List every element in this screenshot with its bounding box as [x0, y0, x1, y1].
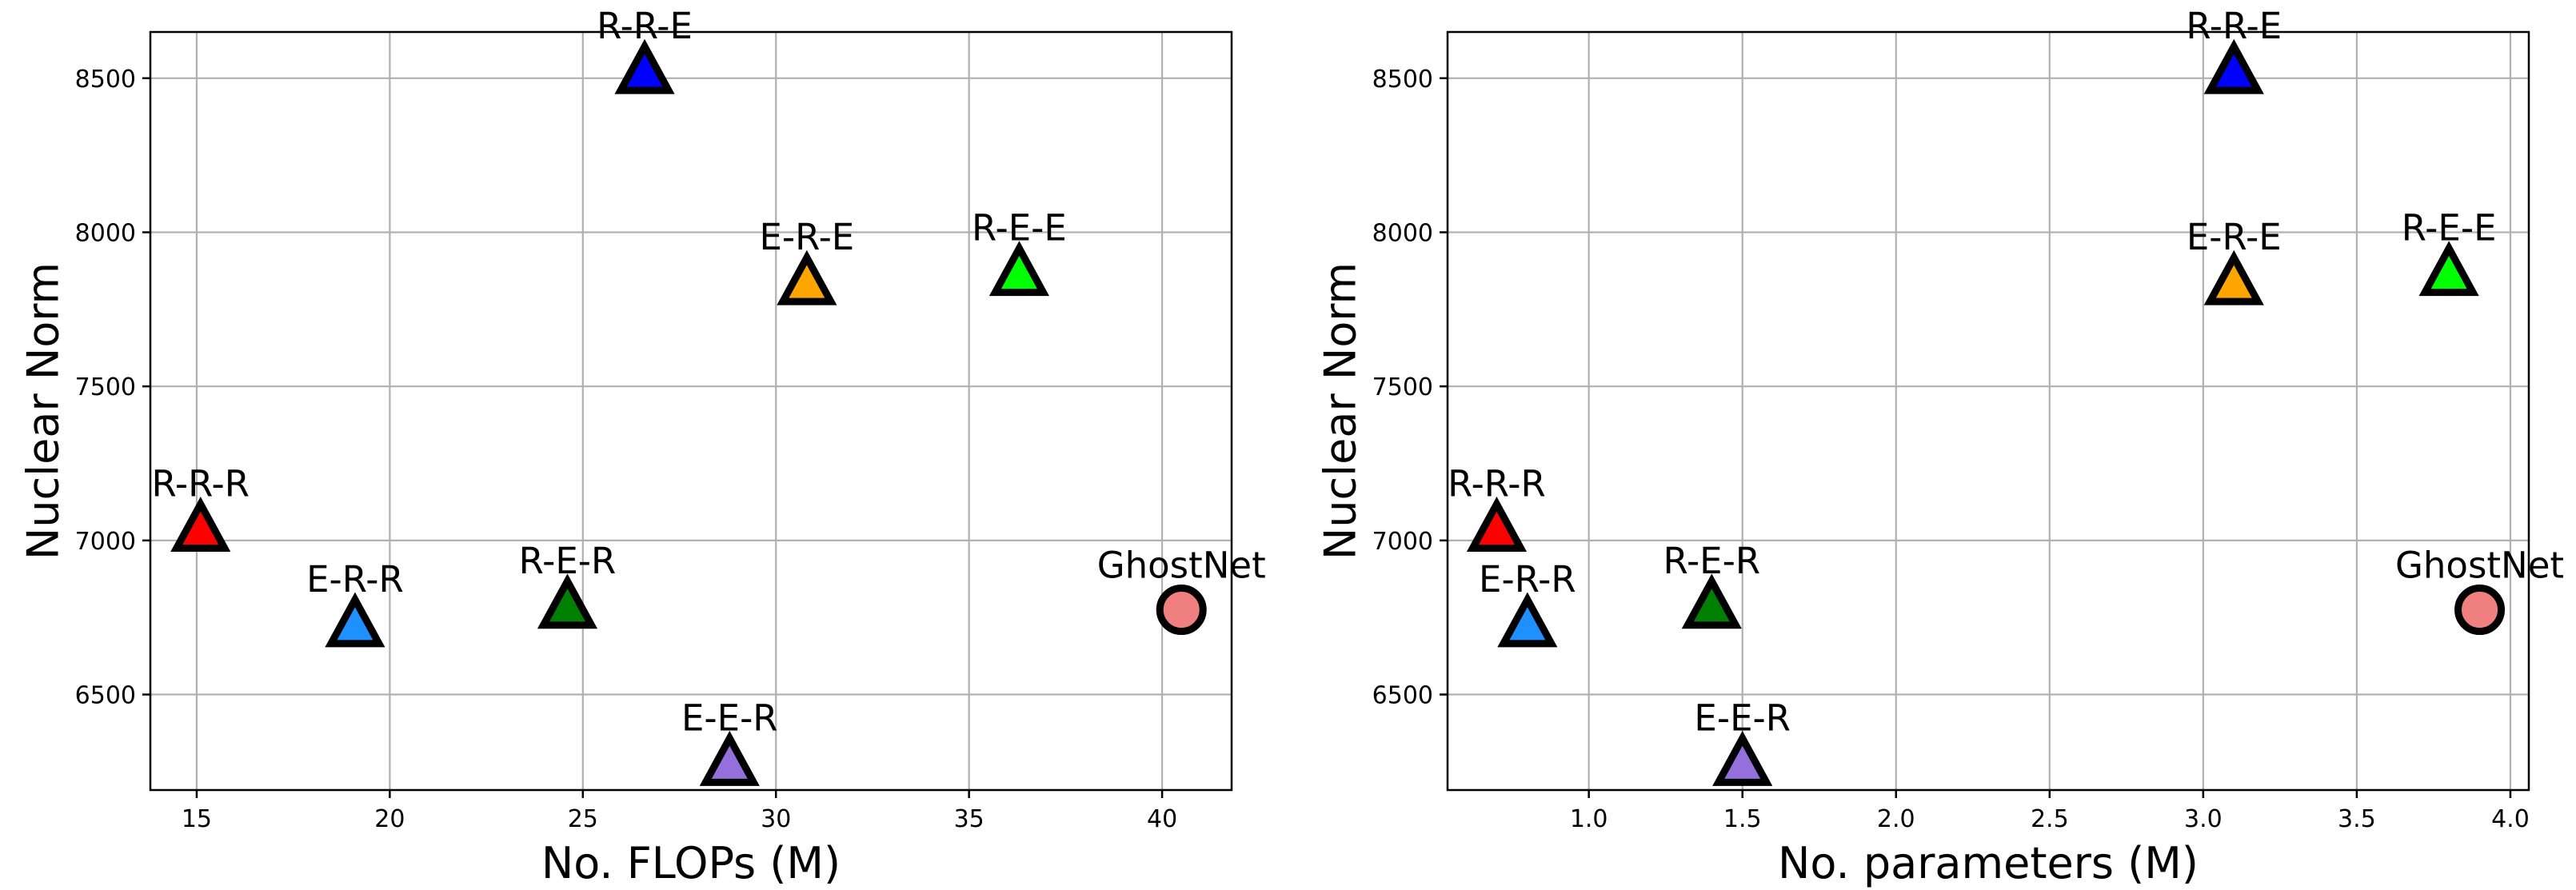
data-point-r-r-e: [614, 38, 675, 94]
chart-panel-2: 1.0 1.5 2.0 2.5 3.0 3.5 4.0 6500 7000 7500 8000 850…: [1316, 5, 2564, 888]
x-tick-label: 35: [954, 805, 984, 833]
x-tick-label: 25: [568, 805, 598, 833]
data-point-e-e-r: [699, 730, 760, 786]
point-label-e-r-e: E-R-E: [2187, 216, 2282, 258]
point-label-ghostnet: GhostNet: [2395, 545, 2564, 587]
x-tick-label: 3.0: [2184, 805, 2223, 833]
data-point-e-r-r: [325, 592, 385, 648]
x-tick-label: 3.5: [2338, 805, 2376, 833]
data-point-r-e-r: [1681, 573, 1742, 629]
y-tick-label: 6500: [75, 682, 136, 710]
y-axis-label: Nuclear Norm: [1316, 262, 1366, 560]
x-tick-label: 1.5: [1723, 805, 1762, 833]
point-label-r-e-e: R-E-E: [2402, 207, 2497, 249]
point-label-r-e-e: R-E-E: [972, 207, 1067, 249]
point-label-ghostnet: GhostNet: [1097, 545, 1266, 587]
y-axis-label: Nuclear Norm: [18, 262, 69, 560]
point-label-e-e-r: E-E-R: [1694, 696, 1791, 739]
point-label-r-r-r: R-R-R: [151, 462, 250, 505]
data-point-r-r-e: [2203, 38, 2264, 94]
data-point-r-e-r: [537, 573, 598, 629]
data-point-r-e-e: [2418, 241, 2479, 297]
point-label-r-e-r: R-E-R: [519, 540, 617, 582]
data-point-e-r-e: [777, 249, 837, 305]
y-tick-label: 6500: [1372, 682, 1433, 710]
data-point-ghostnet: [1156, 585, 1207, 636]
y-tick-label: 7500: [75, 373, 136, 401]
point-label-r-r-e: R-R-E: [2186, 5, 2282, 47]
x-tick-label: 40: [1147, 805, 1177, 833]
x-tick-label: 4.0: [2491, 805, 2530, 833]
y-tick-label: 7000: [75, 528, 136, 556]
data-point-e-r-r: [1497, 592, 1558, 648]
point-label-e-e-r: E-E-R: [681, 696, 778, 739]
y-tick-label: 7000: [1372, 528, 1433, 556]
point-label-r-r-e: R-R-E: [597, 5, 693, 47]
x-axis-label: No. parameters (M): [1778, 838, 2199, 888]
x-axis-label: No. FLOPs (M): [541, 838, 841, 888]
y-tick-label: 7500: [1372, 373, 1433, 401]
x-tick-label: 15: [182, 805, 212, 833]
chart-panel-1: 15 20 25 30 35 40 6500 7000 7500 8000 8500 No. FLOP…: [18, 5, 1266, 888]
data-point-e-r-e: [2203, 249, 2264, 305]
x-tick-label: 2.0: [1877, 805, 1915, 833]
point-label-e-r-r: E-R-R: [1479, 558, 1576, 601]
y-tick-label: 8000: [1372, 219, 1433, 247]
y-tick-label: 8500: [75, 66, 136, 94]
x-tick-label: 20: [374, 805, 405, 833]
x-tick-label: 1.0: [1570, 805, 1608, 833]
point-label-r-e-r: R-E-R: [1663, 540, 1761, 582]
x-tick-label: 2.5: [2031, 805, 2069, 833]
data-point-r-r-r: [170, 497, 231, 552]
x-tick-label: 30: [761, 805, 791, 833]
point-label-e-r-r: E-R-R: [306, 558, 404, 601]
data-point-r-e-e: [988, 241, 1050, 297]
y-tick-label: 8000: [75, 219, 136, 247]
data-point-ghostnet: [2454, 585, 2506, 636]
point-label-r-r-r: R-R-R: [1448, 462, 1546, 505]
y-tick-label: 8500: [1372, 66, 1433, 94]
data-point-r-r-r: [1466, 497, 1528, 552]
point-label-e-r-e: E-R-E: [759, 216, 854, 258]
data-point-e-e-r: [1712, 730, 1773, 786]
plot-frame: [1446, 30, 2530, 792]
plot-frame: [149, 30, 1233, 792]
